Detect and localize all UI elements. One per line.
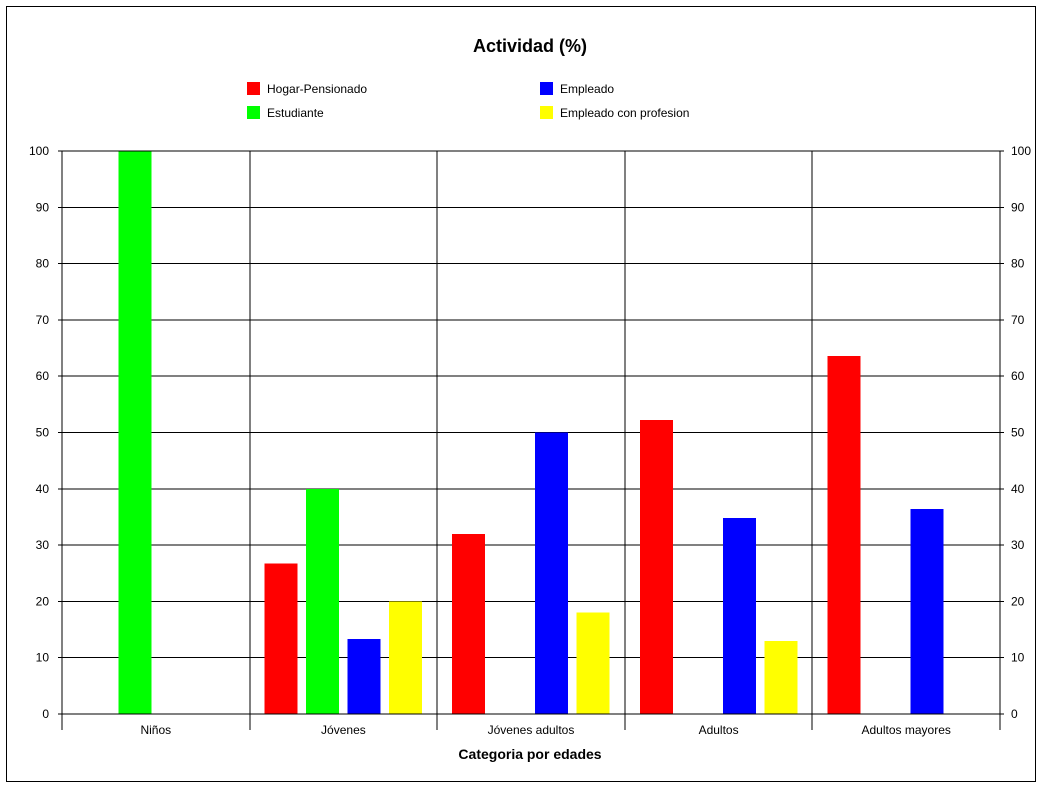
chart-title: Actividad (%) [473, 36, 587, 56]
y-tick-label-right: 90 [1011, 200, 1025, 214]
bars [118, 151, 944, 714]
y-tick-label-left: 0 [42, 707, 49, 721]
y-axis-left: 0 10 20 30 40 50 60 70 80 90 100 [29, 144, 62, 721]
bar-empleado-4 [910, 509, 944, 714]
x-tick-label: Niños [140, 723, 171, 737]
bar-empleado-con-profesion-3 [764, 640, 798, 714]
legend-label: Estudiante [267, 106, 324, 120]
legend-label: Empleado con profesion [560, 106, 689, 120]
y-tick-label-left: 20 [36, 594, 50, 608]
y-tick-label-left: 90 [36, 200, 50, 214]
x-axis: Niños Jóvenes Jóvenes adultos Adultos Adulto… [140, 723, 950, 737]
y-tick-label-right: 20 [1011, 594, 1025, 608]
y-tick-label-right: 30 [1011, 538, 1025, 552]
bar-estudiante-1 [306, 488, 340, 714]
y-tick-label-left: 70 [36, 313, 50, 327]
bar-hogar-pensionado-3 [639, 420, 673, 714]
bar-hogar-pensionado-4 [827, 355, 861, 714]
legend-label: Empleado [560, 82, 614, 96]
y-tick-label-left: 50 [36, 426, 50, 440]
legend-swatch [540, 82, 553, 95]
bar-empleado-con-profesion-1 [389, 601, 423, 714]
y-tick-label-left: 80 [36, 257, 50, 271]
bar-empleado-2 [535, 432, 569, 714]
y-tick-label-right: 60 [1011, 369, 1025, 383]
x-tick-label: Adultos [699, 723, 739, 737]
y-tick-label-right: 10 [1011, 651, 1025, 665]
legend-label: Hogar-Pensionado [267, 82, 367, 96]
bar-empleado-con-profesion-2 [576, 612, 610, 714]
x-tick-label: Adultos mayores [862, 723, 951, 737]
x-tick-label: Jóvenes adultos [488, 723, 575, 737]
y-tick-label-right: 50 [1011, 426, 1025, 440]
y-tick-label-right: 0 [1011, 707, 1018, 721]
legend-swatch [247, 82, 260, 95]
y-tick-label-right: 80 [1011, 257, 1025, 271]
bar-empleado-1 [347, 639, 381, 714]
y-tick-label-right: 70 [1011, 313, 1025, 327]
y-tick-label-left: 60 [36, 369, 50, 383]
y-tick-label-left: 100 [29, 144, 49, 158]
bar-empleado-3 [722, 518, 756, 714]
y-tick-label-right: 40 [1011, 482, 1025, 496]
legend-swatch [247, 106, 260, 119]
y-tick-label-right: 100 [1011, 144, 1031, 158]
legend-swatch [540, 106, 553, 119]
axes [61, 150, 1001, 730]
y-tick-label-left: 40 [36, 482, 50, 496]
bar-hogar-pensionado-1 [264, 563, 298, 714]
legend: Hogar-Pensionado Estudiante Empleado Emplea… [247, 82, 689, 120]
bar-hogar-pensionado-2 [452, 533, 486, 714]
y-axis-right: 0 10 20 30 40 50 60 70 80 90 100 [1000, 144, 1031, 721]
bar-estudiante-0 [118, 151, 152, 714]
x-axis-title: Categoria por edades [458, 746, 601, 762]
y-tick-label-left: 30 [36, 538, 50, 552]
x-tick-label: Jóvenes [321, 723, 366, 737]
y-tick-label-left: 10 [36, 651, 50, 665]
